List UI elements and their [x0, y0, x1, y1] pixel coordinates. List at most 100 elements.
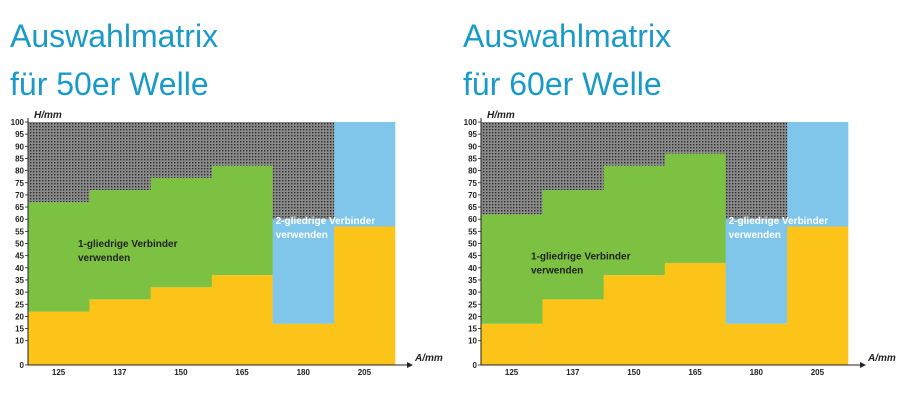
- x-tick-label: 205: [811, 368, 825, 377]
- region-bar-0-0: [28, 311, 90, 365]
- two-link-label-2: verwenden: [729, 230, 781, 241]
- region-bar-0-3: [664, 262, 726, 365]
- y-tick-label: 30: [15, 288, 24, 297]
- y-axis-label: H/mm: [34, 110, 62, 121]
- region-bar-0-5: [333, 226, 396, 365]
- x-tick-label: 150: [174, 368, 188, 377]
- y-tick-label: 35: [15, 276, 24, 285]
- y-tick-label: 90: [15, 142, 24, 151]
- x-tick-label: 125: [52, 368, 66, 377]
- y-tick-label: 100: [464, 118, 478, 127]
- region-bar-0-1: [542, 299, 604, 365]
- y-tick-label: 10: [15, 337, 24, 346]
- y-tick-label: 15: [15, 325, 24, 334]
- one-link-label: 1-gliedrige Verbinder: [531, 251, 631, 262]
- y-tick-label: 65: [468, 203, 477, 212]
- x-tick-label: 180: [297, 368, 311, 377]
- x-tick-label: 205: [358, 368, 372, 377]
- chart-title-line-1: Auswahlmatrix: [463, 18, 672, 54]
- y-tick-label: 25: [15, 300, 24, 309]
- y-tick-label: 95: [15, 130, 24, 139]
- region-bar-0-5: [786, 226, 849, 365]
- chart-panel-60: Auswahlmatrix für 60er Welle 0 10 15 20 25 30…: [453, 0, 900, 400]
- x-tick-label: 125: [505, 368, 519, 377]
- chart-title-line-1: Auswahlmatrix: [10, 18, 219, 54]
- y-tick-label: 15: [468, 325, 477, 334]
- y-tick-label: 50: [468, 240, 477, 249]
- y-tick-label: 50: [15, 240, 24, 249]
- y-tick-label: 0: [473, 361, 478, 370]
- region-bar-1-0: [481, 214, 543, 324]
- region-bar-2-4: [272, 219, 335, 324]
- x-tick-label: 165: [688, 368, 702, 377]
- region-bar-3-1: [89, 122, 151, 191]
- chart-panel-50: Auswahlmatrix für 50er Welle 0 10 15 20 25 30…: [10, 18, 443, 377]
- y-tick-label: 40: [15, 264, 24, 273]
- x-tick-label: 165: [235, 368, 249, 377]
- x-tick-label: 180: [750, 368, 764, 377]
- region-bar-0-2: [150, 287, 212, 365]
- region-bar-3-2: [150, 122, 212, 178]
- selection-matrix-chart-50: 0 10 15 20 25 30 35 40 45 50 55 60 65 70 75 80 85 90 95 100…: [11, 110, 443, 377]
- chart-title-line-2: für 50er Welle: [10, 66, 209, 102]
- region-bar-3-3: [664, 122, 726, 154]
- y-tick-label: 45: [15, 252, 24, 261]
- y-tick-label: 45: [468, 252, 477, 261]
- y-tick-label: 90: [468, 142, 477, 151]
- region-bar-1-2: [150, 177, 212, 288]
- region-bar-0-1: [89, 299, 151, 365]
- y-tick-label: 75: [468, 179, 477, 188]
- region-bar-1-2: [603, 165, 665, 276]
- region-bar-3-0: [28, 122, 90, 203]
- y-tick-label: 80: [15, 167, 24, 176]
- one-link-label: 1-gliedrige Verbinder: [78, 239, 178, 250]
- x-tick-label: 137: [566, 368, 580, 377]
- region-bar-2-5: [786, 122, 849, 227]
- x-tick-label: 150: [627, 368, 641, 377]
- region-bar-0-4: [725, 323, 788, 365]
- region-bar-3-4: [725, 122, 788, 220]
- two-link-label: 2-gliedrige Verbinder: [729, 216, 829, 227]
- x-axis-label: A/mm: [414, 353, 443, 364]
- y-tick-label: 65: [15, 203, 24, 212]
- x-tick-label: 137: [113, 368, 127, 377]
- y-tick-label: 85: [15, 154, 24, 163]
- one-link-label-2: verwenden: [78, 253, 130, 264]
- region-bar-0-4: [272, 323, 335, 365]
- y-tick-label: 60: [468, 215, 477, 224]
- y-tick-label: 70: [468, 191, 477, 200]
- region-bar-1-1: [542, 190, 604, 300]
- y-tick-label: 25: [468, 300, 477, 309]
- selection-matrix-chart-60: 0 10 15 20 25 30 35 40 45 50 55 60 65 70 75 80 85 90 95 100…: [464, 110, 896, 377]
- region-bar-1-3: [664, 153, 726, 263]
- region-bar-1-3: [211, 165, 273, 276]
- region-bar-1-0: [28, 202, 90, 312]
- y-tick-label: 100: [11, 118, 25, 127]
- y-tick-label: 95: [468, 130, 477, 139]
- y-tick-label: 30: [468, 288, 477, 297]
- y-tick-label: 20: [468, 312, 477, 321]
- chart-title-line-2: für 60er Welle: [463, 66, 662, 102]
- region-bar-0-0: [481, 323, 543, 365]
- region-bar-3-1: [542, 122, 604, 191]
- y-tick-label: 0: [20, 361, 25, 370]
- y-tick-label: 35: [468, 276, 477, 285]
- two-link-label: 2-gliedrige Verbinder: [276, 216, 376, 227]
- y-axis-label: H/mm: [487, 110, 515, 121]
- region-bar-3-2: [603, 122, 665, 166]
- region-bar-0-2: [603, 275, 665, 365]
- region-bar-1-1: [89, 190, 151, 300]
- y-tick-label: 55: [15, 227, 24, 236]
- y-tick-label: 75: [15, 179, 24, 188]
- y-tick-label: 20: [15, 312, 24, 321]
- one-link-label-2: verwenden: [531, 265, 583, 276]
- y-tick-label: 60: [15, 215, 24, 224]
- y-tick-label: 10: [468, 337, 477, 346]
- y-tick-label: 55: [468, 227, 477, 236]
- region-bar-3-3: [211, 122, 273, 166]
- region-bar-2-5: [333, 122, 396, 227]
- region-bar-0-3: [211, 275, 273, 365]
- x-axis-arrow: [860, 362, 866, 368]
- region-bar-2-4: [725, 219, 788, 324]
- region-bar-3-0: [481, 122, 543, 215]
